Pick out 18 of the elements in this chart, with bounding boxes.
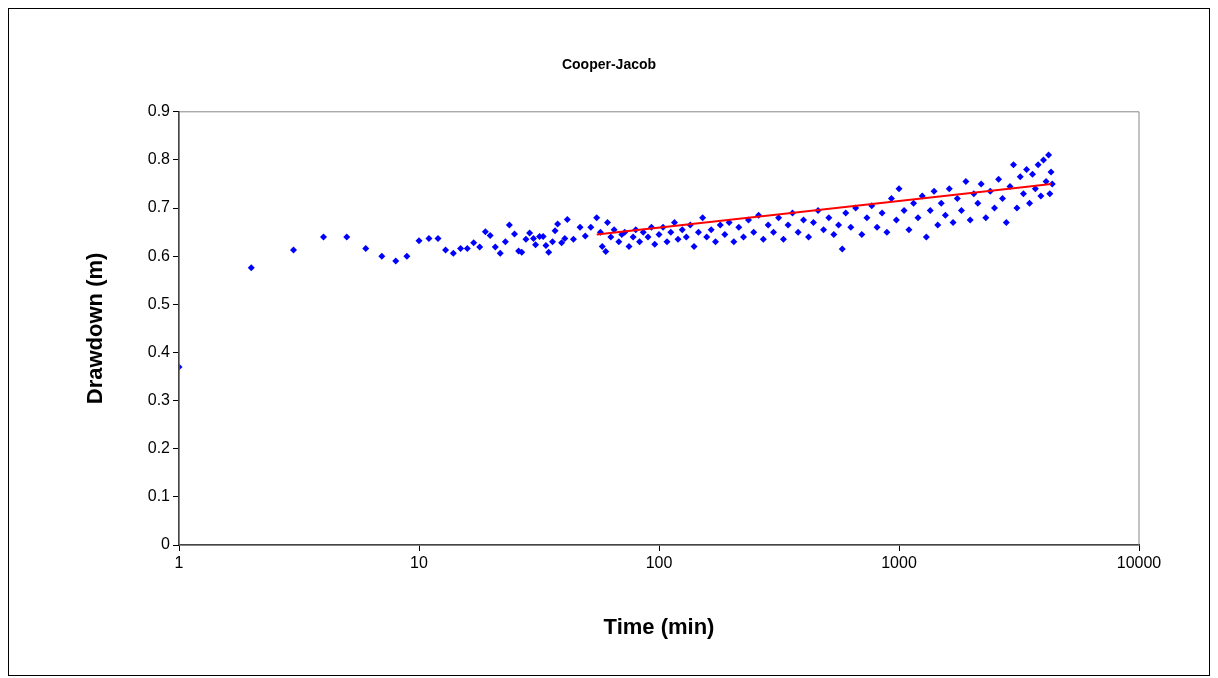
chart-title: Cooper-Jacob bbox=[561, 56, 657, 73]
y-tick-label: 0.8 bbox=[147, 150, 171, 168]
y-tick-label: 0.9 bbox=[147, 102, 171, 120]
x-tick-label: 10 bbox=[410, 554, 428, 572]
x-axis-title: Time (min) bbox=[603, 613, 715, 639]
y-tick-label: 0.3 bbox=[147, 391, 171, 409]
y-tick-label: 0.4 bbox=[147, 342, 171, 360]
x-tick-label: 100 bbox=[645, 554, 673, 572]
x-tick-label: 1000 bbox=[881, 554, 917, 572]
x-tick-label: 1 bbox=[174, 554, 184, 572]
y-axis-title: Drawdown (m) bbox=[82, 252, 108, 405]
y-tick-label: 0.5 bbox=[147, 294, 171, 312]
y-tick-label: 0.6 bbox=[147, 246, 171, 264]
y-tick-label: 0.2 bbox=[147, 439, 171, 457]
y-tick-label: 0.7 bbox=[147, 198, 171, 216]
y-tick-label: 0 bbox=[161, 535, 171, 553]
x-tick-label: 10000 bbox=[1116, 554, 1162, 572]
y-tick-label: 0.1 bbox=[147, 487, 171, 505]
